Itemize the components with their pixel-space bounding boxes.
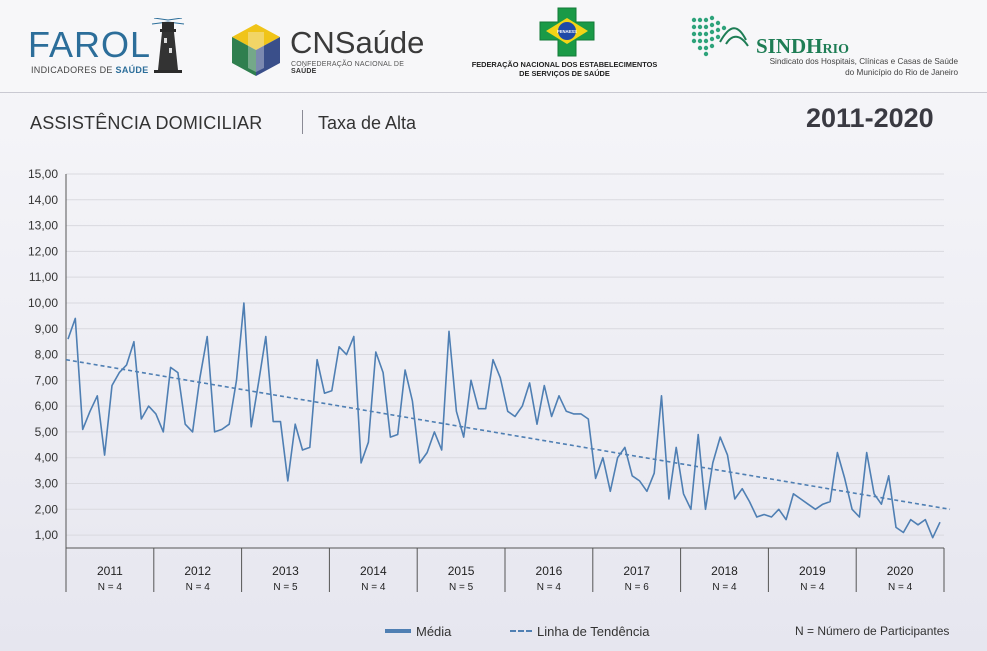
participants-label: N = 4 — [712, 582, 737, 593]
y-tick-label: 15,00 — [28, 167, 58, 181]
x-tick-label: 2012 — [184, 564, 211, 578]
legend-trend-label: Linha de Tendência — [537, 624, 650, 639]
x-tick-label: 2011 — [97, 564, 123, 578]
x-tick-label: 2013 — [272, 564, 299, 578]
sindhrio-text: Sindicato dos Hospitais, Clínicas e Casa… — [769, 57, 958, 77]
y-tick-label: 10,00 — [28, 296, 58, 310]
lighthouse-icon — [151, 18, 185, 73]
y-tick-label: 6,00 — [35, 399, 59, 413]
x-tick-label: 2017 — [623, 564, 650, 578]
y-tick-label: 8,00 — [35, 348, 59, 362]
participants-label: N = 4 — [537, 582, 562, 593]
sindhrio-logo: SINDHRIO Sindicato dos Hospitais, Clínic… — [690, 14, 960, 84]
legend-trend: Linha de Tendência — [510, 624, 650, 639]
dot-pattern-icon — [691, 15, 749, 57]
legend-solid-swatch — [385, 628, 411, 633]
title-divider — [302, 110, 303, 134]
y-tick-label: 13,00 — [28, 219, 58, 233]
legend-media: Média — [385, 624, 451, 639]
participants-label: N = 5 — [449, 582, 474, 593]
participants-label: N = 6 — [625, 582, 650, 593]
y-tick-label: 5,00 — [35, 425, 59, 439]
x-tick-label: 2014 — [360, 564, 387, 578]
cnsaude-subtitle: CONFEDERAÇÃO NACIONAL DE SAÚDE — [291, 61, 405, 75]
series-line-media — [67, 302, 941, 539]
participants-label: N = 4 — [186, 582, 211, 593]
participants-label: N = 4 — [98, 582, 123, 593]
cnsaude-word: CNSaúde — [290, 25, 425, 60]
x-tick-label: 2020 — [887, 564, 914, 578]
fenaess-cross-icon: FENAESS — [539, 7, 595, 57]
farol-logo: FAROL INDICADORES DE SAÚDE — [28, 18, 188, 78]
fenaess-text: FEDERAÇÃO NACIONAL DOS ESTABELECIMENTOS … — [471, 60, 658, 78]
y-tick-label: 11,00 — [29, 270, 58, 284]
cnsaude-logo: CNSaúde CONFEDERAÇÃO NACIONAL DE SAÚDE — [230, 22, 430, 80]
x-tick-label: 2019 — [799, 564, 826, 578]
series-line-trend — [65, 358, 951, 511]
y-tick-label: 14,00 — [28, 193, 58, 207]
legend-note: N = Número de Participantes — [795, 624, 950, 638]
legend-media-label: Média — [416, 624, 452, 639]
x-tick-label: 2018 — [711, 564, 738, 578]
y-tick-label: 12,00 — [28, 244, 58, 258]
x-tick-label: 2015 — [448, 564, 475, 578]
y-tick-label: 1,00 — [35, 528, 59, 542]
participants-label: N = 4 — [361, 582, 386, 593]
y-tick-label: 9,00 — [35, 322, 59, 336]
y-tick-label: 4,00 — [35, 451, 59, 465]
fenaess-logo: FENAESS FEDERAÇÃO NACIONAL DOS ESTABELEC… — [462, 6, 672, 84]
header-bar: FAROL INDICADORES DE SAÚDE CNSaúde CONFE… — [0, 0, 987, 93]
participants-label: N = 5 — [273, 582, 298, 593]
farol-subtitle: INDICADORES DE SAÚDE — [31, 65, 149, 75]
title-row: ASSISTÊNCIA DOMICILIAR Taxa de Alta 2011… — [0, 100, 987, 140]
legend-dashed-swatch — [510, 629, 532, 632]
y-tick-label: 7,00 — [35, 373, 59, 387]
chart-title: ASSISTÊNCIA DOMICILIAR — [30, 113, 263, 133]
chart-subtitle: Taxa de Alta — [318, 113, 417, 133]
fenaess-badge: FENAESS — [557, 29, 577, 34]
cube-icon — [232, 24, 280, 76]
farol-word: FAROL — [28, 24, 152, 65]
x-tick-label: 2016 — [536, 564, 563, 578]
period-label: 2011-2020 — [806, 103, 934, 133]
y-tick-label: 3,00 — [35, 477, 59, 491]
sindhrio-word: SINDHRIO — [756, 34, 849, 58]
participants-label: N = 4 — [800, 582, 825, 593]
y-tick-label: 2,00 — [35, 502, 59, 516]
participants-label: N = 4 — [888, 582, 913, 593]
